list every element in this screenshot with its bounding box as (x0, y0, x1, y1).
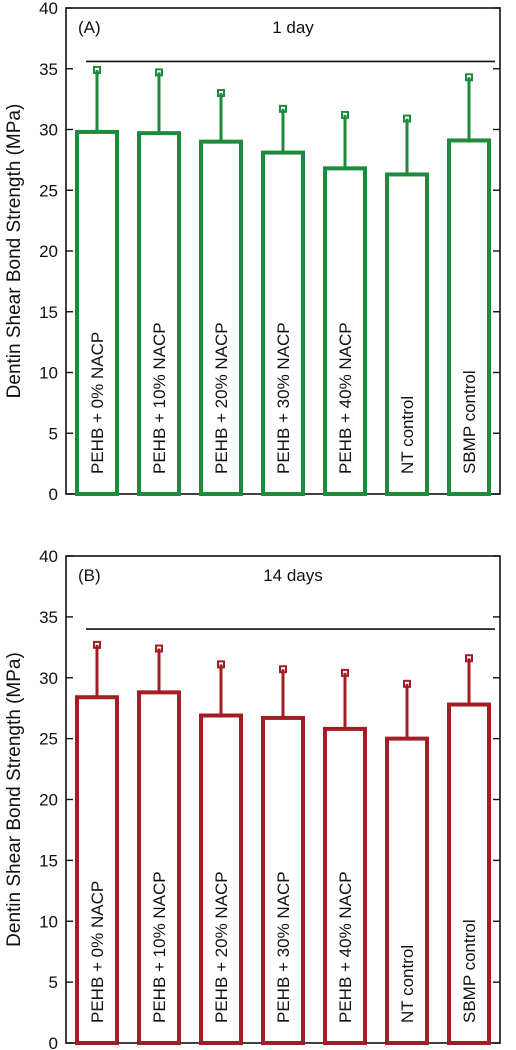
category-label: NT control (398, 396, 417, 474)
y-tick-label: 10 (39, 364, 58, 383)
bar-group: PEHB + 20% NACP (199, 89, 243, 496)
category-label: PEHB + 10% NACP (150, 322, 169, 474)
error-cap-top (93, 65, 101, 74)
y-tick-label: 40 (39, 547, 58, 566)
y-tick-label: 10 (39, 912, 58, 931)
y-axis-label: Dentin Shear Bond Strength (MPa) (4, 652, 25, 947)
category-label: PEHB + 0% NACP (88, 881, 107, 1023)
bar-group: SBMP control (447, 73, 491, 496)
error-cap-top (403, 114, 411, 123)
bar-group: PEHB + 10% NACP (137, 644, 181, 1045)
error-cap-top (279, 665, 287, 674)
bar-group: PEHB + 0% NACP (75, 640, 119, 1045)
category-label: SBMP control (460, 919, 479, 1023)
bar (137, 690, 181, 1045)
bar-group: PEHB + 10% NACP (137, 68, 181, 497)
panel-title: 14 days (263, 566, 323, 585)
category-label: PEHB + 30% NACP (274, 322, 293, 474)
error-cap-top (465, 73, 473, 82)
bar (261, 150, 305, 497)
category-label: PEHB + 40% NACP (336, 871, 355, 1023)
bar-group: PEHB + 30% NACP (261, 665, 305, 1045)
y-tick-label: 0 (49, 485, 58, 504)
chart-panel-b: 0 5 10 15 20 25 30 35 40 Dentin Shear Bond Streng… (4, 547, 501, 1050)
bar (199, 713, 243, 1045)
y-axis-label: Dentin Shear Bond Strength (MPa) (4, 104, 25, 399)
category-label: PEHB + 10% NACP (150, 871, 169, 1023)
bar (385, 736, 429, 1045)
y-tick-label: 40 (39, 0, 58, 18)
bar (199, 139, 243, 496)
y-tick-label: 15 (39, 303, 58, 322)
bar-group: PEHB + 30% NACP (261, 104, 305, 497)
y-tick-label: 15 (39, 851, 58, 870)
y-tick-label: 35 (39, 608, 58, 627)
y-tick-label: 20 (39, 242, 58, 261)
error-cap-top (279, 104, 287, 113)
bar (261, 715, 305, 1045)
error-cap-top (217, 660, 225, 669)
error-cap-top (217, 89, 225, 98)
category-label: SBMP control (460, 370, 479, 474)
y-tick-label: 35 (39, 60, 58, 79)
y-tick-label: 0 (49, 1034, 58, 1050)
error-cap-top (93, 640, 101, 649)
bar (323, 166, 367, 496)
bar-group: NT control (385, 679, 429, 1045)
chart-panel-a: 0 5 10 15 20 25 30 35 40 Dentin Shear Bond Streng… (4, 0, 501, 504)
bar-group: SBMP control (447, 654, 491, 1045)
bar (385, 172, 429, 497)
error-cap-top (403, 679, 411, 688)
y-tick-label: 30 (39, 669, 58, 688)
category-label: PEHB + 40% NACP (336, 322, 355, 474)
y-tick-label: 25 (39, 181, 58, 200)
panel-title: 1 day (272, 18, 314, 37)
bar-group: PEHB + 40% NACP (323, 110, 367, 496)
bar (75, 129, 119, 496)
bar (447, 138, 491, 496)
panel-label: (A) (78, 18, 101, 37)
y-tick-label: 5 (49, 424, 58, 443)
y-tick-label: 25 (39, 730, 58, 749)
error-cap-top (341, 668, 349, 677)
bar (75, 695, 119, 1045)
category-label: PEHB + 30% NACP (274, 871, 293, 1023)
category-label: NT control (398, 945, 417, 1023)
bar (137, 131, 181, 497)
y-tick-label: 20 (39, 791, 58, 810)
y-tick-label: 30 (39, 121, 58, 140)
category-label: PEHB + 0% NACP (88, 332, 107, 474)
error-cap-top (155, 68, 163, 77)
bar-group: PEHB + 40% NACP (323, 668, 367, 1045)
bar-group: PEHB + 0% NACP (75, 65, 119, 496)
y-tick-label: 5 (49, 973, 58, 992)
bar-group: PEHB + 20% NACP (199, 660, 243, 1045)
error-cap-top (341, 110, 349, 119)
error-cap-top (465, 654, 473, 663)
bar (447, 702, 491, 1045)
bar (323, 726, 367, 1045)
category-label: PEHB + 20% NACP (212, 322, 231, 474)
bar-group: NT control (385, 114, 429, 497)
panel-label: (B) (78, 566, 101, 585)
category-label: PEHB + 20% NACP (212, 871, 231, 1023)
error-cap-top (155, 644, 163, 653)
